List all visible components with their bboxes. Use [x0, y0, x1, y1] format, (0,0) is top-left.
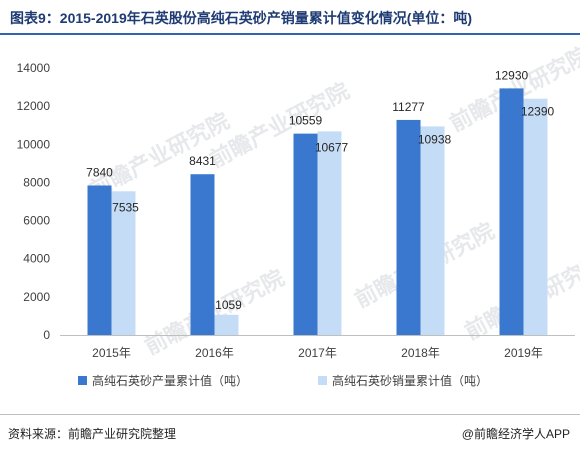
bar-production: [190, 174, 215, 335]
legend-swatch: [318, 376, 327, 385]
y-tick-label: 14000: [17, 61, 51, 75]
y-tick-label: 8000: [23, 175, 50, 189]
bar-production: [293, 133, 318, 335]
source-note: 资料来源：前瞻产业研究院整理: [8, 427, 177, 441]
chart-title-bar: 图表9：2015-2019年石英股份高纯石英砂产销量累计值变化情况(单位：吨): [0, 0, 580, 35]
data-label-production: 12930: [495, 68, 529, 82]
data-label-sales: 12390: [521, 105, 555, 119]
x-tick-label: 2016年: [195, 346, 234, 360]
legend-label: 高纯石英砂产量累计值（吨）: [92, 373, 248, 388]
data-label-production: 10559: [289, 114, 323, 128]
bar-production: [499, 88, 524, 335]
data-label-sales: 7535: [112, 200, 139, 214]
data-label-sales: 10938: [418, 132, 452, 146]
bar-sales: [214, 314, 239, 335]
footer: 资料来源：前瞻产业研究院整理 @前瞻经济学人APP: [0, 414, 580, 453]
x-tick-label: 2018年: [401, 346, 440, 360]
data-label-sales: 10677: [315, 140, 349, 154]
y-tick-label: 12000: [17, 99, 51, 113]
chart-title: 图表9：2015-2019年石英股份高纯石英砂产销量累计值变化情况(单位：吨): [10, 10, 473, 26]
data-label-production: 11277: [392, 100, 425, 114]
title-underline: [0, 33, 580, 35]
y-tick-label: 4000: [23, 252, 50, 266]
data-label-production: 7840: [86, 165, 113, 179]
x-tick-label: 2017年: [298, 346, 337, 360]
bar-production: [396, 119, 421, 335]
data-label-production: 8431: [189, 154, 216, 168]
bar-sales: [523, 98, 548, 335]
bar-chart: 前瞻产业研究院前瞻产业研究院前瞻产业研究院前瞻产业研究院前瞻产业研究院前瞻产业研…: [17, 42, 580, 388]
chart-area: 前瞻产业研究院前瞻产业研究院前瞻产业研究院前瞻产业研究院前瞻产业研究院前瞻产业研…: [0, 40, 580, 410]
app-credit: @前瞻经济学人APP: [461, 427, 570, 441]
legend-swatch: [78, 376, 87, 385]
bar-sales: [111, 191, 136, 335]
x-tick-label: 2019年: [504, 346, 543, 360]
bar-sales: [317, 131, 342, 335]
data-label-sales: 1059: [215, 298, 242, 312]
legend-label: 高纯石英砂销量累计值（吨）: [332, 373, 488, 388]
x-tick-label: 2015年: [92, 346, 131, 360]
y-tick-label: 0: [43, 328, 50, 342]
y-tick-label: 6000: [23, 214, 50, 228]
y-tick-label: 2000: [23, 290, 50, 304]
y-tick-label: 10000: [17, 137, 51, 151]
bar-production: [87, 185, 112, 335]
bar-sales: [420, 126, 445, 335]
